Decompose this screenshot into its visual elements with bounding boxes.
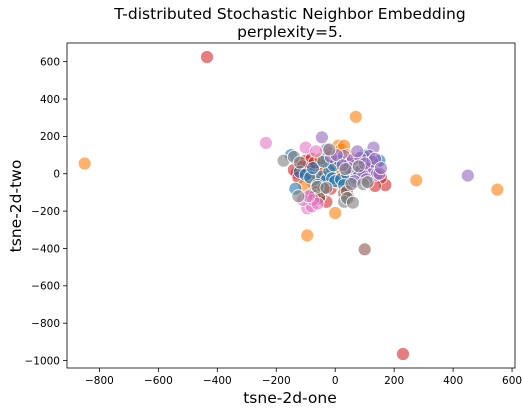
chart-subtitle: perplexity=5. [237, 23, 343, 41]
data-point-pink-0 [258, 135, 273, 150]
y-tick-label: −400 [31, 243, 60, 255]
x-tick-label: −800 [85, 375, 114, 387]
x-tick-label: −600 [144, 375, 173, 387]
x-tick-label: 600 [502, 375, 522, 387]
data-point-gray-2 [292, 155, 307, 170]
data-point-orange-2 [409, 173, 424, 188]
plot-frame [66, 42, 516, 369]
data-point-orange-0 [77, 156, 92, 171]
data-point-gray-14 [319, 180, 334, 195]
x-tick-label: 400 [443, 375, 463, 387]
y-tick-label: 0 [53, 169, 60, 181]
data-point-orange-4 [300, 228, 315, 243]
x-tick-label: 0 [332, 375, 339, 387]
data-point-gray-3 [291, 189, 306, 204]
data-point-gray-6 [344, 177, 359, 191]
data-point-purple-0 [460, 168, 475, 183]
x-tick-label: −400 [203, 375, 232, 387]
data-point-gray-9 [322, 142, 337, 157]
y-axis-label: tsne-2d-two [7, 160, 25, 253]
y-tick-label: 600 [40, 56, 60, 68]
data-point-purple-27 [350, 144, 365, 159]
data-point-purple-23 [373, 161, 388, 176]
data-point-blue-24 [306, 161, 321, 176]
y-tick-label: 400 [40, 94, 60, 106]
y-tick-label: −1000 [24, 355, 60, 367]
data-point-orange-3 [348, 109, 363, 124]
chart-title: T-distributed Stochastic Neighbor Embedd… [113, 5, 465, 23]
y-tick-label: −800 [31, 318, 60, 330]
points-layer [77, 50, 505, 361]
data-point-pink-8 [309, 144, 324, 159]
y-tick-label: −600 [31, 281, 60, 293]
data-point-pink-6 [310, 196, 325, 211]
data-point-orange-5 [328, 206, 343, 220]
y-axis-ticks: −1000 −800 −600 −400 −200 0 200 400 600 [24, 56, 67, 367]
data-point-gray-13 [338, 162, 353, 177]
x-axis-label: tsne-2d-one [243, 389, 337, 407]
data-point-red-1 [396, 347, 410, 361]
y-tick-label: −200 [31, 206, 60, 218]
x-tick-label: −200 [262, 375, 291, 387]
data-point-gray-11 [345, 195, 360, 210]
data-point-purple-1 [314, 130, 329, 145]
y-tick-label: 200 [40, 131, 60, 143]
data-point-orange-1 [490, 182, 505, 197]
x-axis-ticks: −800 −600 −400 −200 0 200 400 600 [85, 368, 522, 387]
data-point-red-0 [200, 50, 214, 64]
data-point-brown-0 [357, 242, 372, 257]
data-point-gray-12 [360, 175, 375, 190]
data-point-gray-7 [351, 159, 366, 174]
x-tick-label: 200 [384, 375, 404, 387]
